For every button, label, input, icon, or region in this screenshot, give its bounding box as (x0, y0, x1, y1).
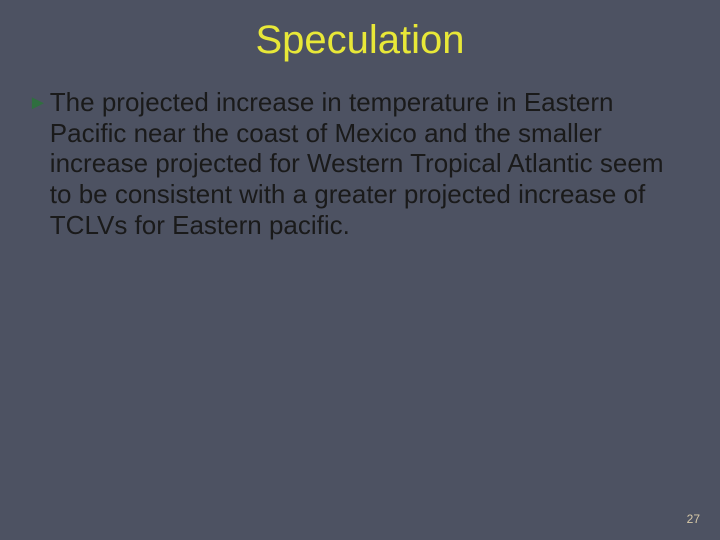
bullet-text: The projected increase in temperature in… (50, 87, 680, 240)
slide: Speculation ► The projected increase in … (0, 0, 720, 540)
page-number: 27 (687, 512, 700, 526)
bullet-body: projected increase in temperature in Eas… (50, 87, 664, 240)
bullet-item: ► The projected increase in temperature … (0, 63, 720, 240)
bullet-lead: The (50, 87, 95, 117)
bullet-marker-icon: ► (28, 87, 48, 119)
slide-title: Speculation (0, 0, 720, 63)
